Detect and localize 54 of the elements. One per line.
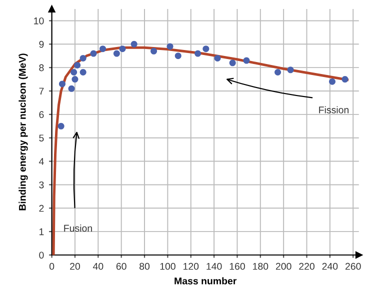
point <box>90 50 97 57</box>
x-tick-label: 100 <box>160 262 176 270</box>
y-tick-label: 7 <box>39 88 44 95</box>
point <box>80 54 86 62</box>
point <box>243 57 250 64</box>
point <box>100 46 106 52</box>
x-tick-label: 60 <box>116 262 126 270</box>
point <box>342 76 348 83</box>
point <box>74 62 81 68</box>
x-tick-label: 80 <box>140 262 150 270</box>
x-tick-label: 200 <box>276 262 292 270</box>
y-tick-label: 3 <box>39 181 44 188</box>
x-tick-label: 140 <box>206 262 222 270</box>
point <box>130 40 138 48</box>
y-tick-label: 9 <box>39 40 44 48</box>
x-tick-label: 180 <box>253 262 268 270</box>
y-tick-label: 5 <box>39 134 44 142</box>
point <box>166 43 174 50</box>
point <box>70 69 78 76</box>
x-tick-label: 220 <box>299 262 314 270</box>
point <box>72 76 78 83</box>
y-axis-title: Binding energy per nucleon (MeV) <box>18 54 28 210</box>
point <box>214 54 221 62</box>
point <box>58 80 66 88</box>
y-tick-label: 4 <box>38 158 44 165</box>
x-tick-label: 20 <box>70 262 80 270</box>
point <box>80 69 86 76</box>
y-tick-label: 2 <box>39 204 44 212</box>
x-tick-label: 160 <box>230 262 245 270</box>
point <box>328 78 336 85</box>
point <box>113 50 120 57</box>
point <box>68 85 75 92</box>
point <box>287 66 294 74</box>
x-tick-label: 0 <box>49 262 54 270</box>
y-tick-label: 1 <box>39 228 44 236</box>
y-tick-label: 6 <box>39 111 44 118</box>
point <box>150 48 158 54</box>
point <box>58 122 64 130</box>
x-axis-title: Mass number <box>174 277 237 284</box>
point <box>119 46 126 52</box>
annotation: Fusion <box>64 224 92 232</box>
point <box>174 52 182 60</box>
y-tick-label: 10 <box>34 17 44 24</box>
x-tick-label: 260 <box>345 262 361 270</box>
point <box>274 69 282 76</box>
x-tick-label: 240 <box>322 262 338 270</box>
point <box>202 46 210 52</box>
point <box>229 60 236 66</box>
x-tick-label: 120 <box>183 262 199 270</box>
y-tick-label: 0 <box>39 252 44 259</box>
y-tick-label: 8 <box>39 64 44 72</box>
point <box>194 50 202 57</box>
x-tick-label: 40 <box>92 262 104 270</box>
annotation: Fission <box>319 106 349 114</box>
